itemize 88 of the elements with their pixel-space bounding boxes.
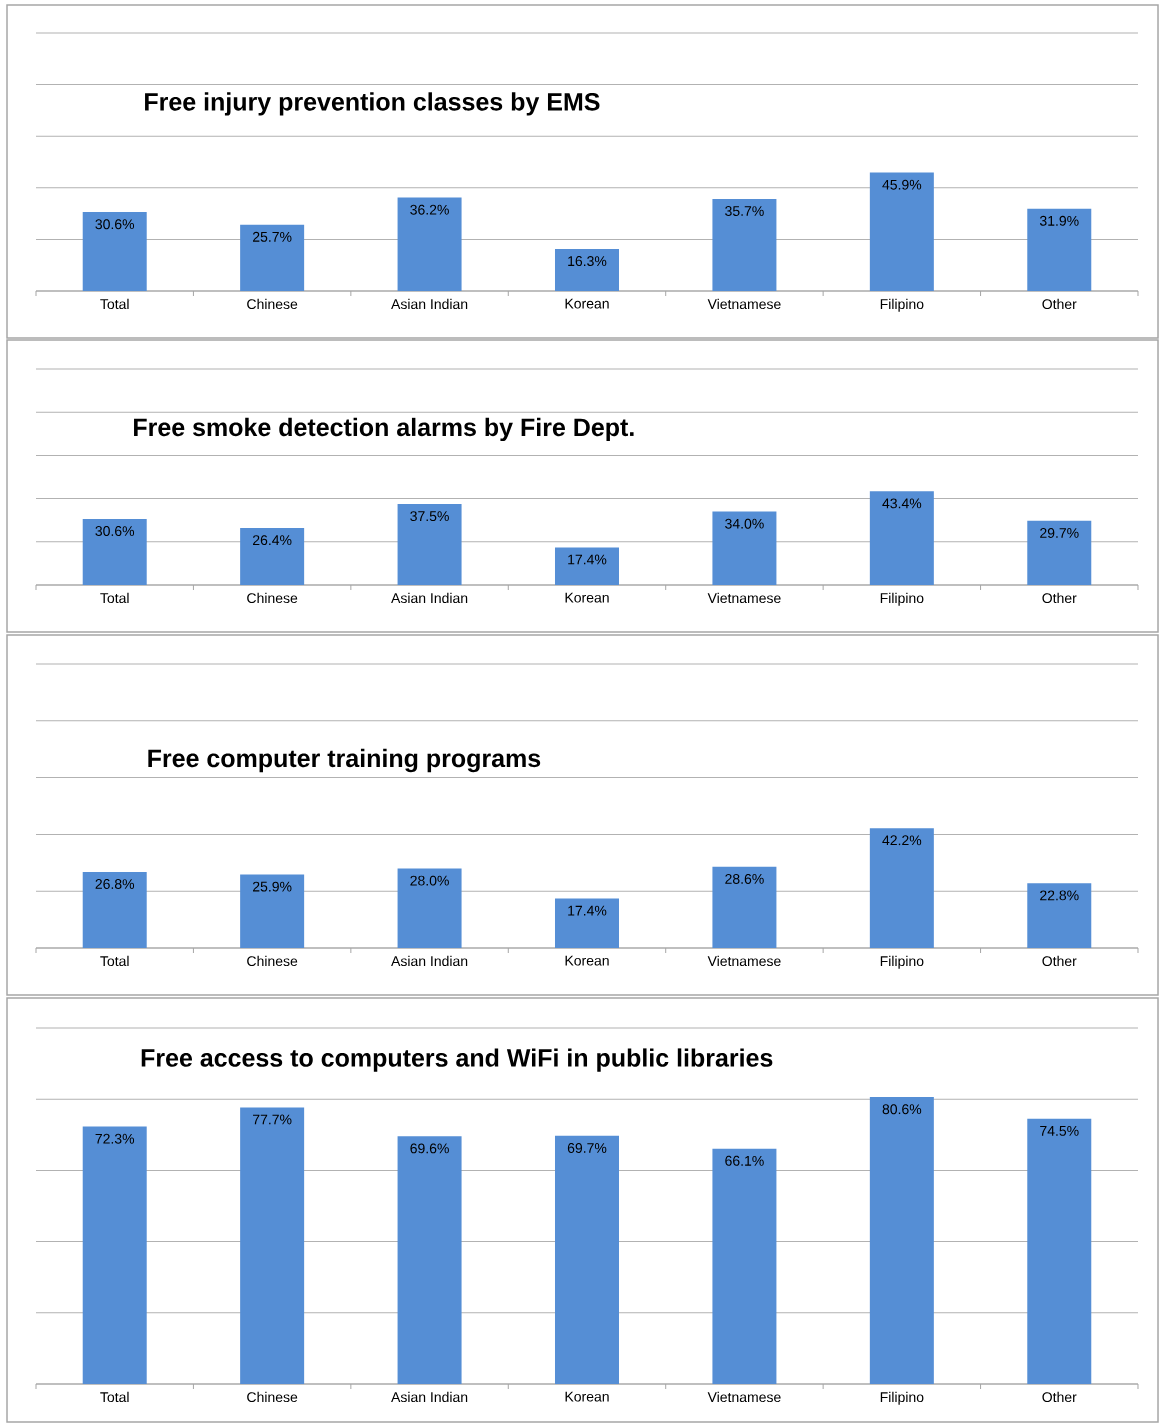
x-tick-label: Chinese [247,298,298,310]
data-label: 26.8% [95,879,135,889]
x-tick-label: Filipino [880,1391,924,1405]
x-tick-label: Chinese [247,1391,298,1403]
data-label: 30.6% [95,219,135,230]
bar [240,527,305,585]
x-tick-label: Filipino [880,955,924,969]
text: Free access to computers and WiFi in public libraries [141,1048,773,1072]
data-label: 31.9% [1039,215,1079,226]
x-tick-label: Vietnamese [707,298,781,310]
bar [712,866,777,948]
x-tick-label: Total [100,955,129,967]
x-tick-label: Korean [565,955,609,966]
bar [82,871,147,948]
data-label: 34.0% [725,518,764,529]
x-tick-label: Other [1042,298,1077,310]
bar [712,1148,777,1384]
bar [82,1126,147,1384]
bar [555,547,619,585]
bar [240,1107,305,1384]
x-tick-label: Korean [565,298,609,309]
x-tick-label: Total [100,1391,129,1403]
data-label: 45.9% [882,179,922,190]
bar [555,248,619,291]
x-tick-label: Total [100,298,129,310]
data-label: 74.5% [1040,1125,1079,1136]
bar [1027,1118,1092,1384]
data-label: 36.2% [410,204,449,215]
bar [555,898,619,948]
x-tick-label: Chinese [247,955,298,967]
data-label: 17.4% [568,905,607,916]
text: Free injury prevention classes by EMS [145,92,600,116]
x-tick-label: Total [100,592,129,604]
data-label: 80.6% [882,1104,922,1115]
data-label: 28.0% [410,875,449,886]
data-label: 22.8% [1040,890,1079,901]
bar [1027,883,1092,948]
bar [397,197,462,291]
x-tick-label: Asian Indian [391,592,468,604]
x-tick-label: Other [1042,955,1077,967]
bar [869,172,934,291]
x-tick-label: Asian Indian [391,1391,468,1403]
bar [1027,520,1092,585]
data-label: 37.5% [410,511,449,522]
bar [240,874,305,948]
data-label: 69.7% [567,1143,607,1153]
x-tick-label: Other [1042,592,1077,604]
data-label: 16.3% [568,256,607,267]
bar [869,491,934,585]
data-label: 26.4% [253,535,292,546]
x-tick-label: Asian Indian [391,298,468,310]
x-tick-label: Vietnamese [707,1391,781,1403]
data-label: 25.9% [253,881,292,892]
data-label: 30.6% [95,526,135,537]
bar [555,1135,619,1384]
x-tick-label: Vietnamese [707,955,781,967]
data-label: 25.7% [253,231,292,242]
x-tick-label: Chinese [247,592,298,604]
data-label: 29.7% [1040,528,1079,538]
x-tick-label: Filipino [880,592,924,606]
x-tick-label: Filipino [880,298,924,312]
bar [240,224,305,291]
data-label: 77.7% [253,1114,292,1125]
bar [397,503,462,585]
data-label: 43.4% [882,498,922,509]
bar [82,518,147,585]
text: Free smoke detection alarms by Fire Dept. [134,417,634,442]
data-label: 42.2% [882,835,922,846]
bar [869,828,934,948]
bar [397,868,462,948]
data-label: 17.4% [568,554,607,565]
bar [869,1097,934,1384]
x-tick-label: Asian Indian [391,955,468,967]
data-label: 72.3% [95,1133,135,1144]
x-tick-label: Korean [565,592,609,603]
data-label: 28.6% [725,873,764,884]
data-label: 35.7% [725,206,764,216]
bar [712,511,777,585]
text: Free computer training programs [148,748,541,773]
bar [1027,208,1092,291]
bar [397,1136,462,1384]
x-tick-label: Korean [565,1391,609,1402]
bar [712,198,777,291]
bar [82,212,147,291]
x-tick-label: Vietnamese [707,592,781,604]
data-label: 66.1% [725,1155,764,1166]
x-tick-label: Other [1042,1391,1077,1403]
data-label: 69.6% [410,1143,449,1154]
